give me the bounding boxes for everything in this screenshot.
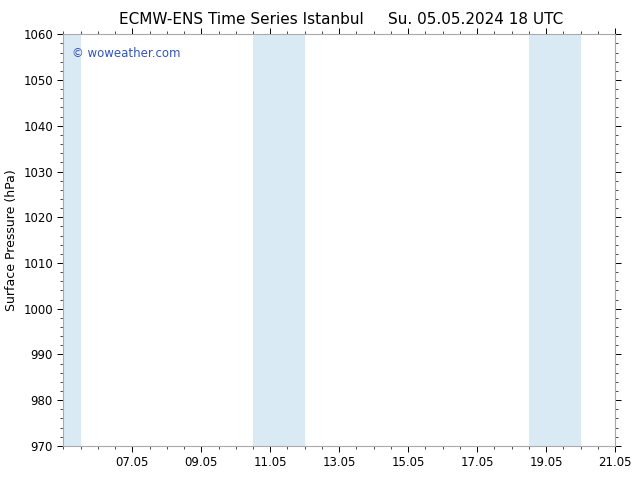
Text: © woweather.com: © woweather.com xyxy=(72,47,180,60)
Y-axis label: Surface Pressure (hPa): Surface Pressure (hPa) xyxy=(4,169,18,311)
Text: Su. 05.05.2024 18 UTC: Su. 05.05.2024 18 UTC xyxy=(388,12,563,27)
Bar xyxy=(253,34,305,446)
Text: ECMW-ENS Time Series Istanbul: ECMW-ENS Time Series Istanbul xyxy=(119,12,363,27)
Bar xyxy=(61,34,81,446)
Bar xyxy=(529,34,581,446)
